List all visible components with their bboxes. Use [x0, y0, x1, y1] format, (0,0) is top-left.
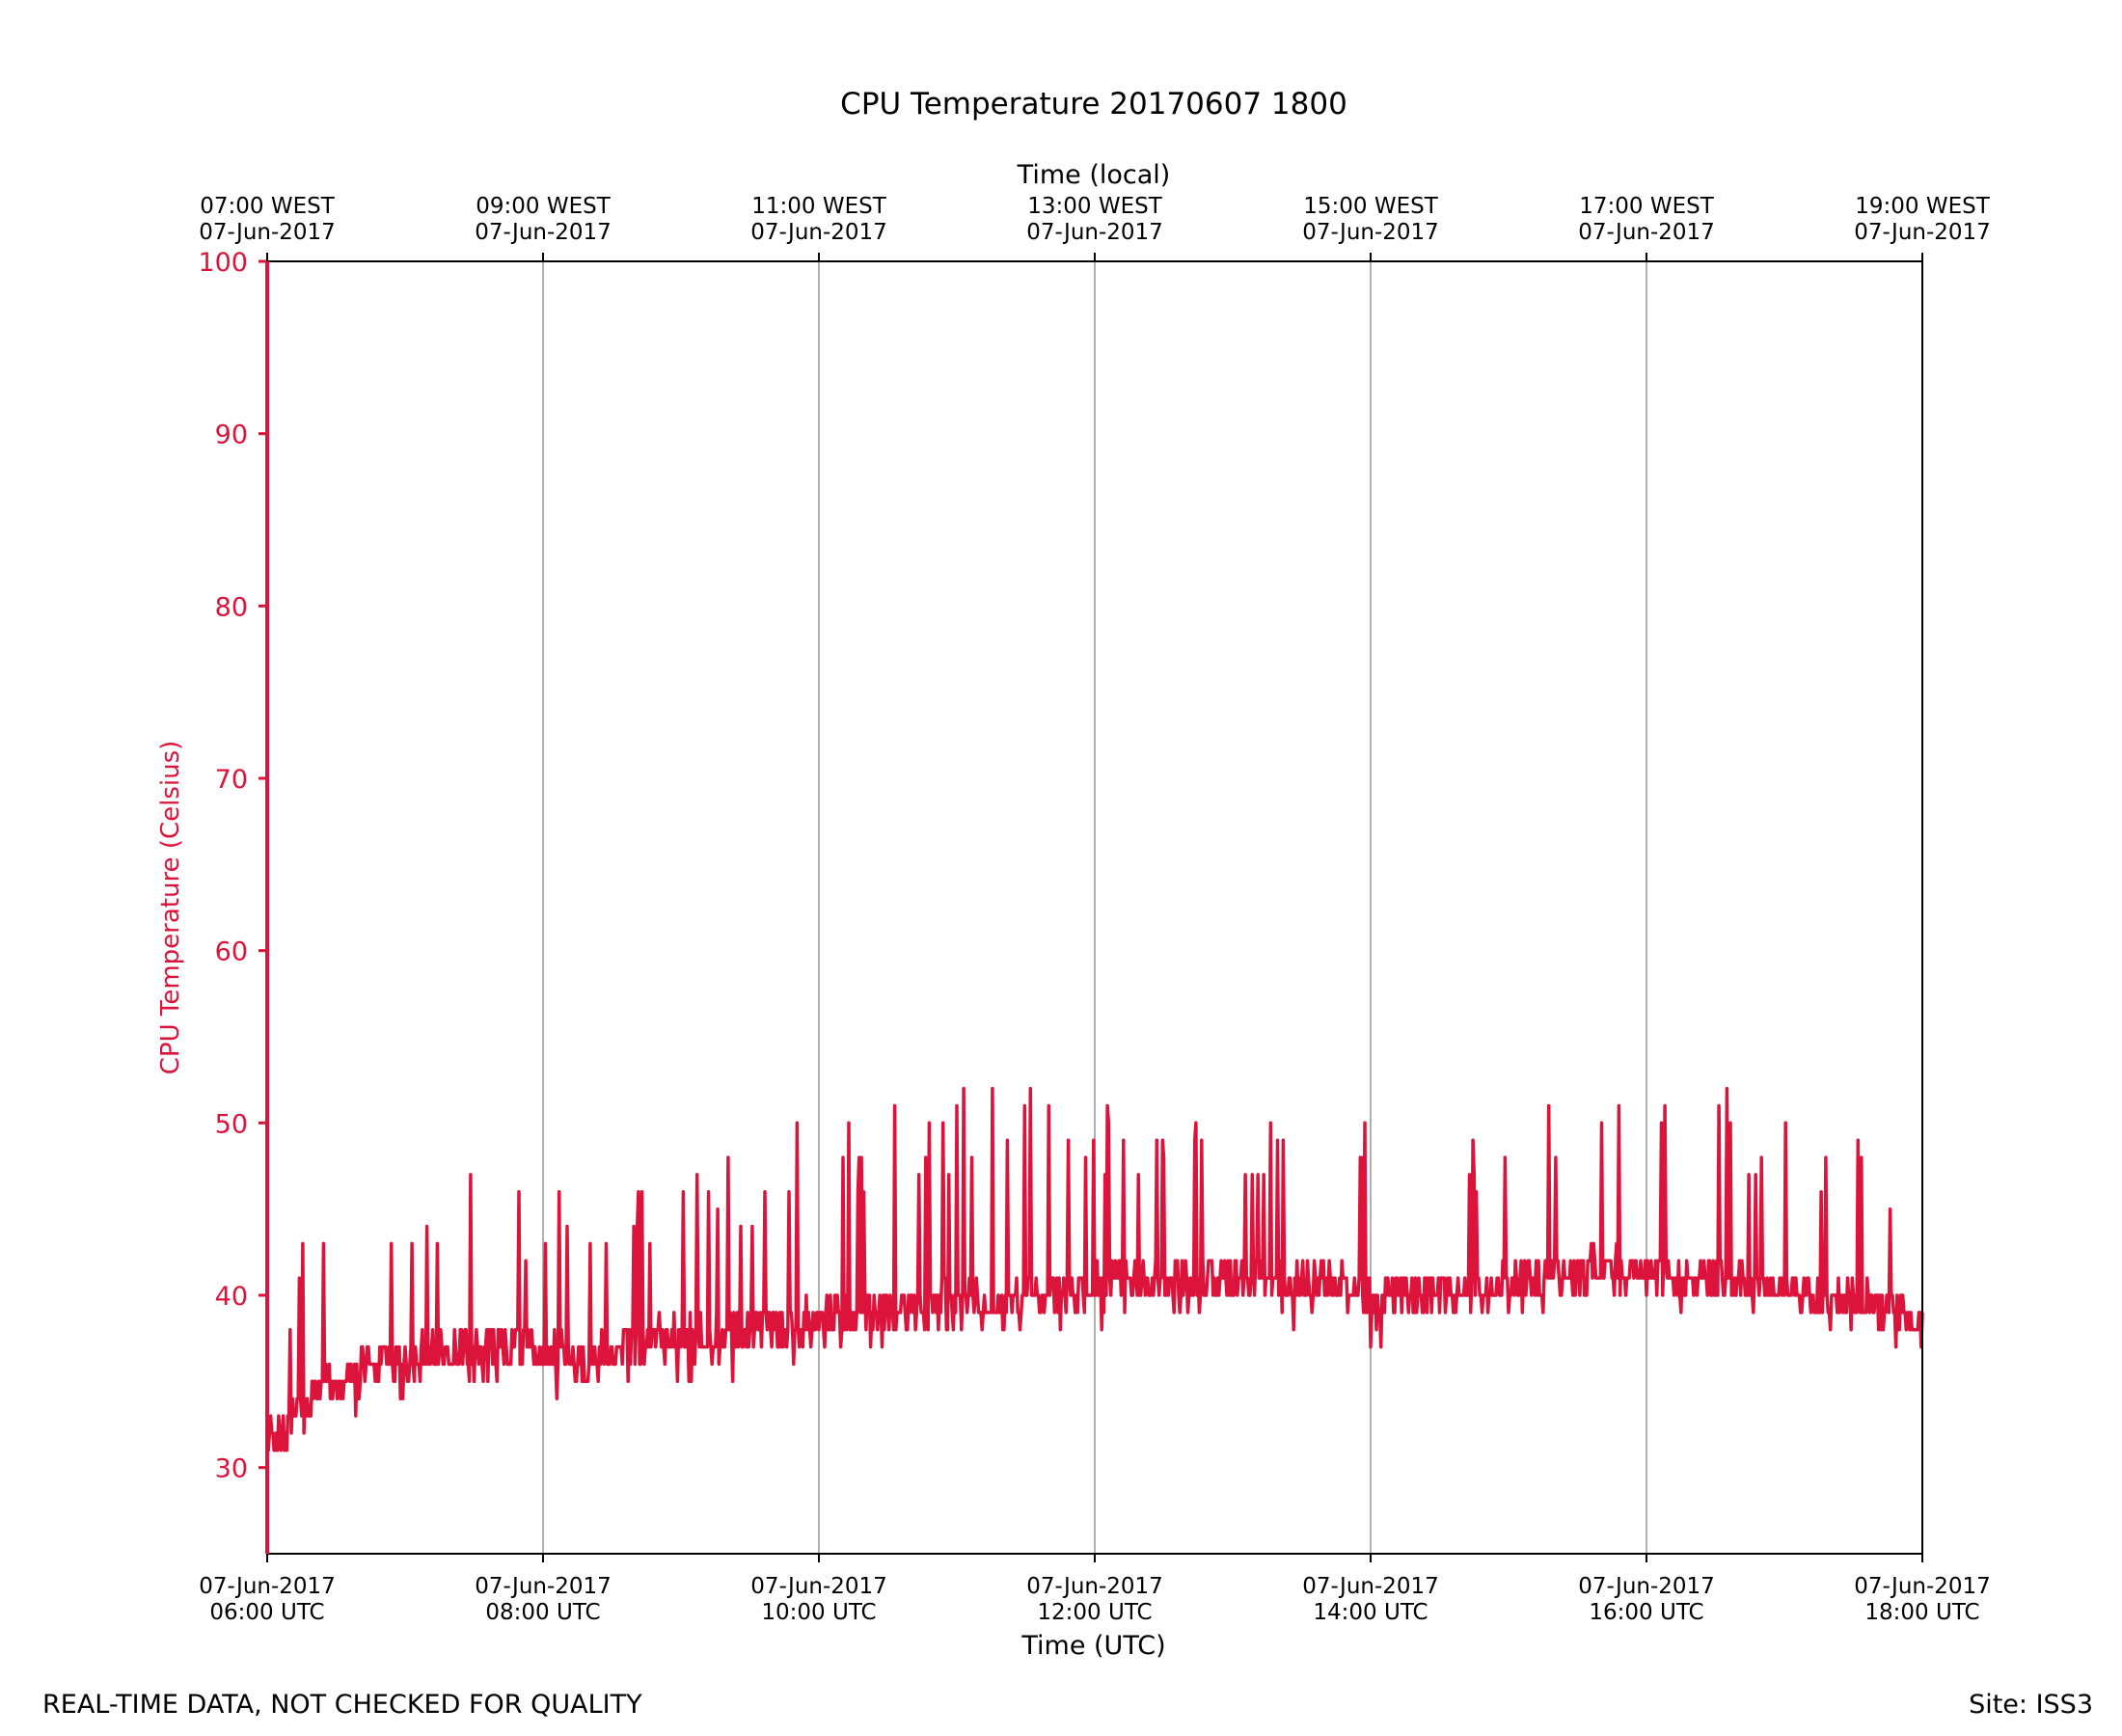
x-top-tick-time: 19:00 WEST	[1855, 194, 1990, 219]
x-tick-date: 07-Jun-2017	[1026, 1574, 1163, 1599]
y-tick-label: 60	[215, 937, 248, 967]
x-top-tick-time: 07:00 WEST	[200, 194, 335, 219]
x-top-tick-time: 09:00 WEST	[476, 194, 611, 219]
x-top-tick-date: 07-Jun-2017	[1026, 220, 1163, 245]
x-tick-date: 07-Jun-2017	[1854, 1574, 1991, 1599]
series-line-layer	[266, 1086, 1924, 1452]
x-top-tick-date: 07-Jun-2017	[199, 220, 336, 245]
x-tick-time: 10:00 UTC	[761, 1600, 876, 1625]
y-tick-label: 100	[198, 248, 248, 278]
x-tick-time: 18:00 UTC	[1864, 1600, 1979, 1625]
y-axis-label: CPU Temperature (Celsius)	[156, 741, 185, 1075]
y-tick-label: 40	[215, 1282, 248, 1312]
x-tick-time: 06:00 UTC	[209, 1600, 324, 1625]
x-tick-time: 14:00 UTC	[1313, 1600, 1428, 1625]
y-tick-label: 70	[215, 765, 248, 795]
x-tick-date: 07-Jun-2017	[750, 1574, 887, 1599]
vertical-gridlines	[542, 261, 1647, 1554]
x-tick-time: 08:00 UTC	[485, 1600, 600, 1625]
x-tick-date: 07-Jun-2017	[199, 1574, 336, 1599]
x-top-tick-date: 07-Jun-2017	[1854, 220, 1991, 245]
x-tick-time: 12:00 UTC	[1037, 1600, 1152, 1625]
y-ticks: 30 40 50 60 70 80 90 100	[198, 248, 267, 1484]
x-axis-top-label: Time (local)	[1017, 160, 1171, 190]
x-top-tick-date: 07-Jun-2017	[1578, 220, 1715, 245]
site-label: Site: ISS3	[1969, 1690, 2093, 1720]
x-tick-time: 16:00 UTC	[1589, 1600, 1703, 1625]
quality-disclaimer: REAL-TIME DATA, NOT CHECKED FOR QUALITY	[42, 1690, 642, 1720]
chart-title: CPU Temperature 20170607 1800	[840, 87, 1347, 122]
x-axis-label: Time (UTC)	[1020, 1631, 1165, 1661]
x-top-tick-time: 13:00 WEST	[1027, 194, 1162, 219]
x-top-tick-date: 07-Jun-2017	[1302, 220, 1439, 245]
y-tick-label: 90	[215, 420, 248, 450]
x-top-tick-date: 07-Jun-2017	[475, 220, 612, 245]
x-tick-date: 07-Jun-2017	[475, 1574, 612, 1599]
x-tick-date: 07-Jun-2017	[1302, 1574, 1439, 1599]
x-top-tick-time: 17:00 WEST	[1579, 194, 1714, 219]
x-top-tick-date: 07-Jun-2017	[750, 220, 887, 245]
cpu-temperature-series-line	[266, 1086, 1924, 1452]
x-top-tick-time: 11:00 WEST	[751, 194, 886, 219]
x-top-tick-time: 15:00 WEST	[1303, 194, 1438, 219]
x-tick-date: 07-Jun-2017	[1578, 1574, 1715, 1599]
y-tick-label: 80	[215, 592, 248, 622]
y-tick-label: 30	[215, 1454, 248, 1484]
y-tick-label: 50	[215, 1109, 248, 1139]
